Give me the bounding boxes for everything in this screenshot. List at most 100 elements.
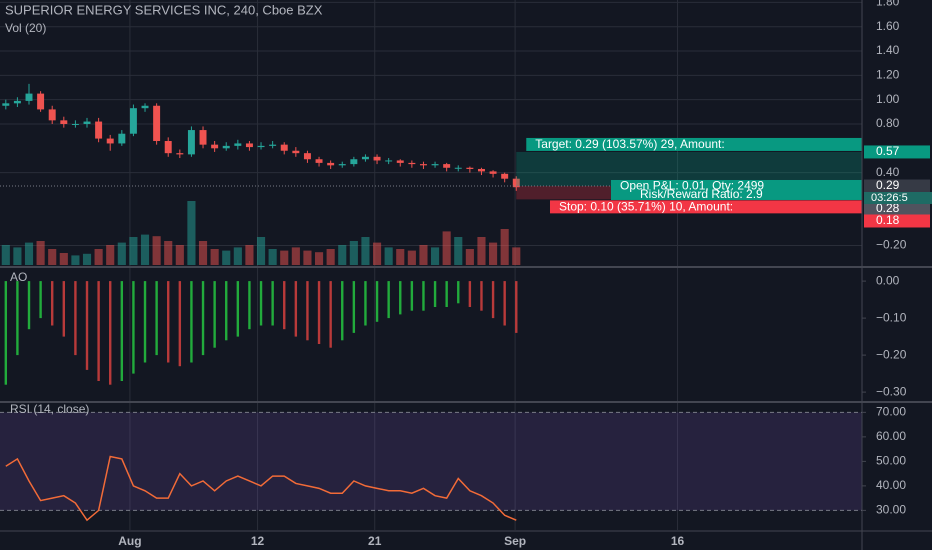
candle-body <box>234 143 242 146</box>
volume-bar <box>129 237 138 265</box>
y-tick-label: 0.80 <box>876 116 900 130</box>
pnl-label: Open P&L: 0.01, Qty: 2499 <box>620 179 764 193</box>
volume-bar <box>361 237 370 265</box>
ao-bar <box>422 281 425 311</box>
volume-bar <box>59 253 68 265</box>
candle-body <box>419 164 427 166</box>
candle-body <box>466 167 474 169</box>
ao-bar <box>503 281 506 326</box>
candle-body <box>292 150 300 154</box>
ao-bar <box>283 281 286 330</box>
candle-body <box>327 162 335 166</box>
countdown: 03:26:5 <box>871 192 908 204</box>
y-tick-label: 50.00 <box>876 454 906 468</box>
volume-bar <box>407 250 416 265</box>
ao-bar <box>468 281 472 307</box>
candle-body <box>25 93 33 101</box>
ao-bar <box>190 281 193 363</box>
volume-bar <box>280 250 289 265</box>
candle-body <box>454 167 462 169</box>
ao-bar <box>51 281 54 326</box>
volume-bar <box>454 237 463 265</box>
candle-body <box>443 164 451 168</box>
ao-bar <box>375 281 379 322</box>
candle-body <box>512 178 520 188</box>
candle-body <box>303 153 311 160</box>
pnl-label-box <box>611 179 862 200</box>
candle-body <box>83 121 91 124</box>
ao-bar <box>515 281 518 333</box>
ao-bar <box>306 281 309 341</box>
volume-bar <box>24 242 34 265</box>
ao-bar <box>410 281 414 311</box>
ao-bar <box>85 281 89 370</box>
volume-bar <box>117 242 126 265</box>
volume-bar <box>396 249 405 265</box>
price-badge <box>864 202 930 216</box>
rsi-legend: RSI (14, close) <box>10 402 89 416</box>
ao-bar <box>27 281 31 330</box>
x-tick-label: Aug <box>118 534 141 548</box>
volume-bar <box>245 245 254 265</box>
volume-bar <box>419 245 428 265</box>
ao-bar <box>491 281 495 319</box>
x-tick-label: 12 <box>251 534 265 548</box>
ao-bar <box>248 281 251 330</box>
y-tick-label: 1.00 <box>876 92 900 106</box>
y-tick-label: −0.20 <box>876 238 907 252</box>
ao-bar <box>341 281 344 341</box>
ao-bar <box>201 281 205 356</box>
overlay: Target: 0.29 (103.57%) 29, Amount: Open P… <box>0 137 932 228</box>
volume-bar <box>512 247 521 265</box>
ao-bar <box>143 281 147 363</box>
volume-bar <box>500 229 509 265</box>
candle-body <box>48 109 56 121</box>
ao-legend: AO <box>10 270 27 284</box>
candle-body <box>431 164 439 166</box>
ao-bar <box>480 281 483 311</box>
ao-bar <box>109 281 112 385</box>
ao-bar <box>155 281 158 356</box>
candle-body <box>211 144 219 149</box>
x-tick-label: 21 <box>368 534 382 548</box>
volume-bar <box>372 242 382 265</box>
candle-body <box>396 160 404 163</box>
volume-bar <box>465 249 474 265</box>
volume-bar <box>233 247 242 265</box>
volume-bar <box>326 249 335 265</box>
candle-body <box>257 145 265 148</box>
symbol-title: SUPERIOR ENERGY SERVICES INC, 240, Cboe … <box>5 2 323 17</box>
volume-bar <box>442 231 451 265</box>
candle-body <box>106 138 114 144</box>
volume-bar <box>477 237 486 265</box>
y-tick-label: 70.00 <box>876 405 906 419</box>
x-tick-label: 16 <box>671 534 685 548</box>
volume-bar <box>152 236 161 265</box>
ao-bar <box>178 281 182 367</box>
candle-body <box>222 145 230 149</box>
ao-bar <box>225 281 228 341</box>
price-badge <box>864 214 930 228</box>
candle-body <box>37 93 45 110</box>
y-tick-label: 1.60 <box>876 19 900 33</box>
ao-bar <box>97 281 100 381</box>
candle-body <box>338 164 346 166</box>
candle-body <box>361 156 369 160</box>
candle-body <box>187 130 195 155</box>
volume-bar <box>268 249 277 265</box>
countdown-box <box>864 191 932 204</box>
volume-bar <box>338 245 347 265</box>
candle-body <box>408 162 416 165</box>
ao-bar <box>352 281 356 333</box>
candle-body <box>141 105 149 109</box>
candle-body <box>269 144 277 146</box>
ao-bar <box>433 281 437 307</box>
volume-legend: Vol (20) <box>5 21 46 35</box>
ao-bar <box>39 281 42 319</box>
rr-label: Risk/Reward Ratio: 2.9 <box>640 187 763 201</box>
rsi-line <box>5 455 517 522</box>
y-tick-label: 60.00 <box>876 429 906 443</box>
candle-body <box>315 159 323 163</box>
